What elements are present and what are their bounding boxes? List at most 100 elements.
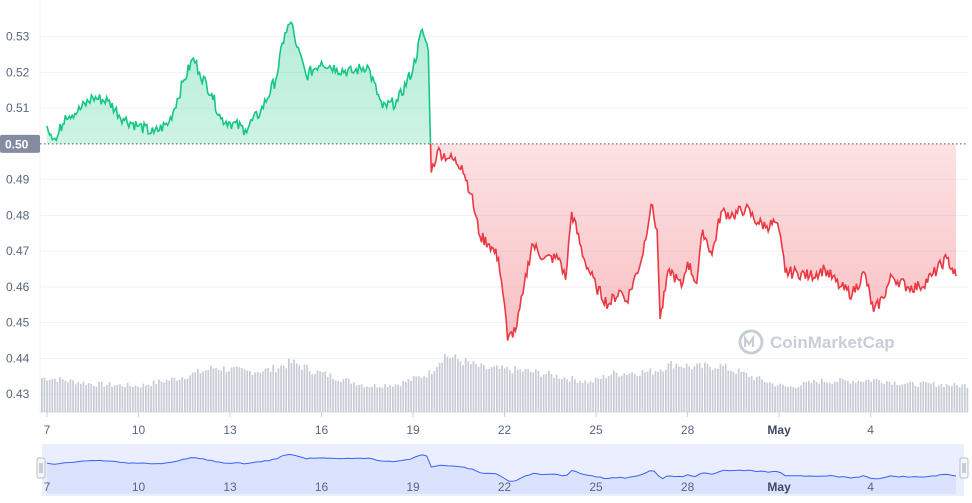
volume-bar: [873, 379, 875, 412]
volume-bar: [444, 353, 446, 412]
volume-bar: [301, 369, 303, 412]
volume-bar: [355, 385, 358, 412]
volume-bar: [384, 384, 386, 412]
volume-bar: [303, 364, 306, 412]
x-tick-label: 16: [315, 423, 329, 437]
volume-bar: [618, 376, 620, 412]
volume-bar: [366, 386, 368, 412]
volume-bar: [722, 366, 724, 412]
volume-bar: [831, 383, 834, 412]
volume-bar: [532, 372, 535, 412]
volume-bar: [597, 378, 600, 412]
volume-bar: [691, 369, 693, 412]
navigator-right-handle[interactable]: [959, 457, 969, 479]
navigator-left-handle[interactable]: [36, 457, 46, 479]
volume-bar: [860, 381, 862, 412]
volume-bar: [535, 369, 537, 412]
volume-bar: [574, 379, 576, 412]
volume-bar: [909, 381, 912, 412]
volume-bar: [555, 374, 558, 412]
navigator-tick-label: 22: [498, 480, 512, 494]
volume-bar: [59, 377, 61, 412]
volume-bar: [540, 376, 542, 412]
volume-bar: [67, 381, 69, 412]
x-tick-label: 7: [44, 423, 51, 437]
volume-bar: [41, 377, 43, 412]
volume-bar: [654, 371, 657, 412]
volume-bar: [670, 361, 672, 412]
navigator-tick-label: 10: [132, 480, 146, 494]
volume-bar: [467, 361, 470, 412]
volume-bar: [758, 376, 761, 412]
x-tick-label: 22: [498, 423, 512, 437]
volume-bar: [925, 382, 927, 412]
volume-bar: [129, 385, 132, 412]
volume-bar: [496, 365, 498, 412]
price-line: [46, 20, 957, 341]
volume-bar: [64, 380, 67, 412]
volume-bar: [730, 370, 732, 412]
x-tick-label: 13: [223, 423, 237, 437]
volume-bar: [56, 381, 59, 412]
volume-bar: [763, 381, 766, 412]
volume-bar: [360, 384, 363, 412]
volume-bar: [373, 384, 376, 412]
volume-bar: [600, 378, 602, 412]
volume-bar: [966, 387, 969, 412]
volume-bar: [589, 380, 592, 412]
volume-bar: [80, 383, 82, 412]
volume-bar: [800, 385, 802, 412]
volume-bar: [256, 371, 259, 412]
volume-bar: [134, 385, 137, 412]
volume-bar: [659, 369, 662, 412]
volume-bar: [165, 379, 168, 412]
volume-bar: [750, 375, 753, 412]
volume-bar: [415, 376, 418, 412]
baseline-label: 0.50: [0, 134, 40, 153]
volume-bar: [145, 385, 147, 412]
volume-bar: [347, 378, 350, 412]
x-tick-label: 25: [589, 423, 603, 437]
volume-bar: [904, 384, 906, 412]
y-tick-label: 0.44: [6, 351, 30, 365]
volume-bar: [839, 378, 841, 412]
navigator-line: [46, 453, 957, 482]
volume-bar: [90, 383, 93, 412]
volume-bar: [308, 371, 311, 412]
volume-bar: [665, 369, 667, 412]
volume-bar: [657, 371, 659, 412]
volume-bar: [548, 370, 550, 412]
volume-bar: [186, 378, 189, 412]
volume-bar: [87, 383, 90, 412]
volume-bar: [197, 368, 199, 412]
volume-bar: [124, 387, 126, 412]
volume-bar: [849, 383, 852, 412]
volume-bar: [696, 363, 698, 412]
volume-bar: [875, 378, 878, 412]
volume-bar: [324, 371, 327, 412]
volume-bar: [711, 369, 714, 412]
volume-bar: [329, 373, 332, 412]
volume-bar: [563, 377, 566, 412]
volume-bar: [438, 362, 441, 412]
watermark-text: CoinMarketCap: [770, 333, 895, 352]
volume-bar: [678, 366, 680, 412]
volume-bar: [867, 379, 870, 412]
volume-bar: [537, 371, 540, 412]
volume-bar: [748, 377, 750, 412]
volume-bar: [285, 368, 288, 412]
volume-bar: [171, 377, 173, 412]
volume-bar: [964, 384, 966, 412]
volume-bar: [896, 384, 899, 412]
navigator-area: [47, 454, 956, 494]
volume-bar: [834, 381, 836, 412]
volume-bar: [501, 365, 503, 412]
volume-bar: [709, 366, 711, 412]
x-tick-label: 4: [867, 423, 874, 437]
volume-bar: [480, 363, 483, 412]
range-navigator[interactable]: 7 10 13 16 19 22 25 28 May 4: [36, 444, 969, 496]
volume-bar: [464, 358, 467, 412]
volume-bar: [862, 381, 865, 412]
volume-bar: [251, 375, 254, 412]
volume-bar: [259, 372, 262, 412]
